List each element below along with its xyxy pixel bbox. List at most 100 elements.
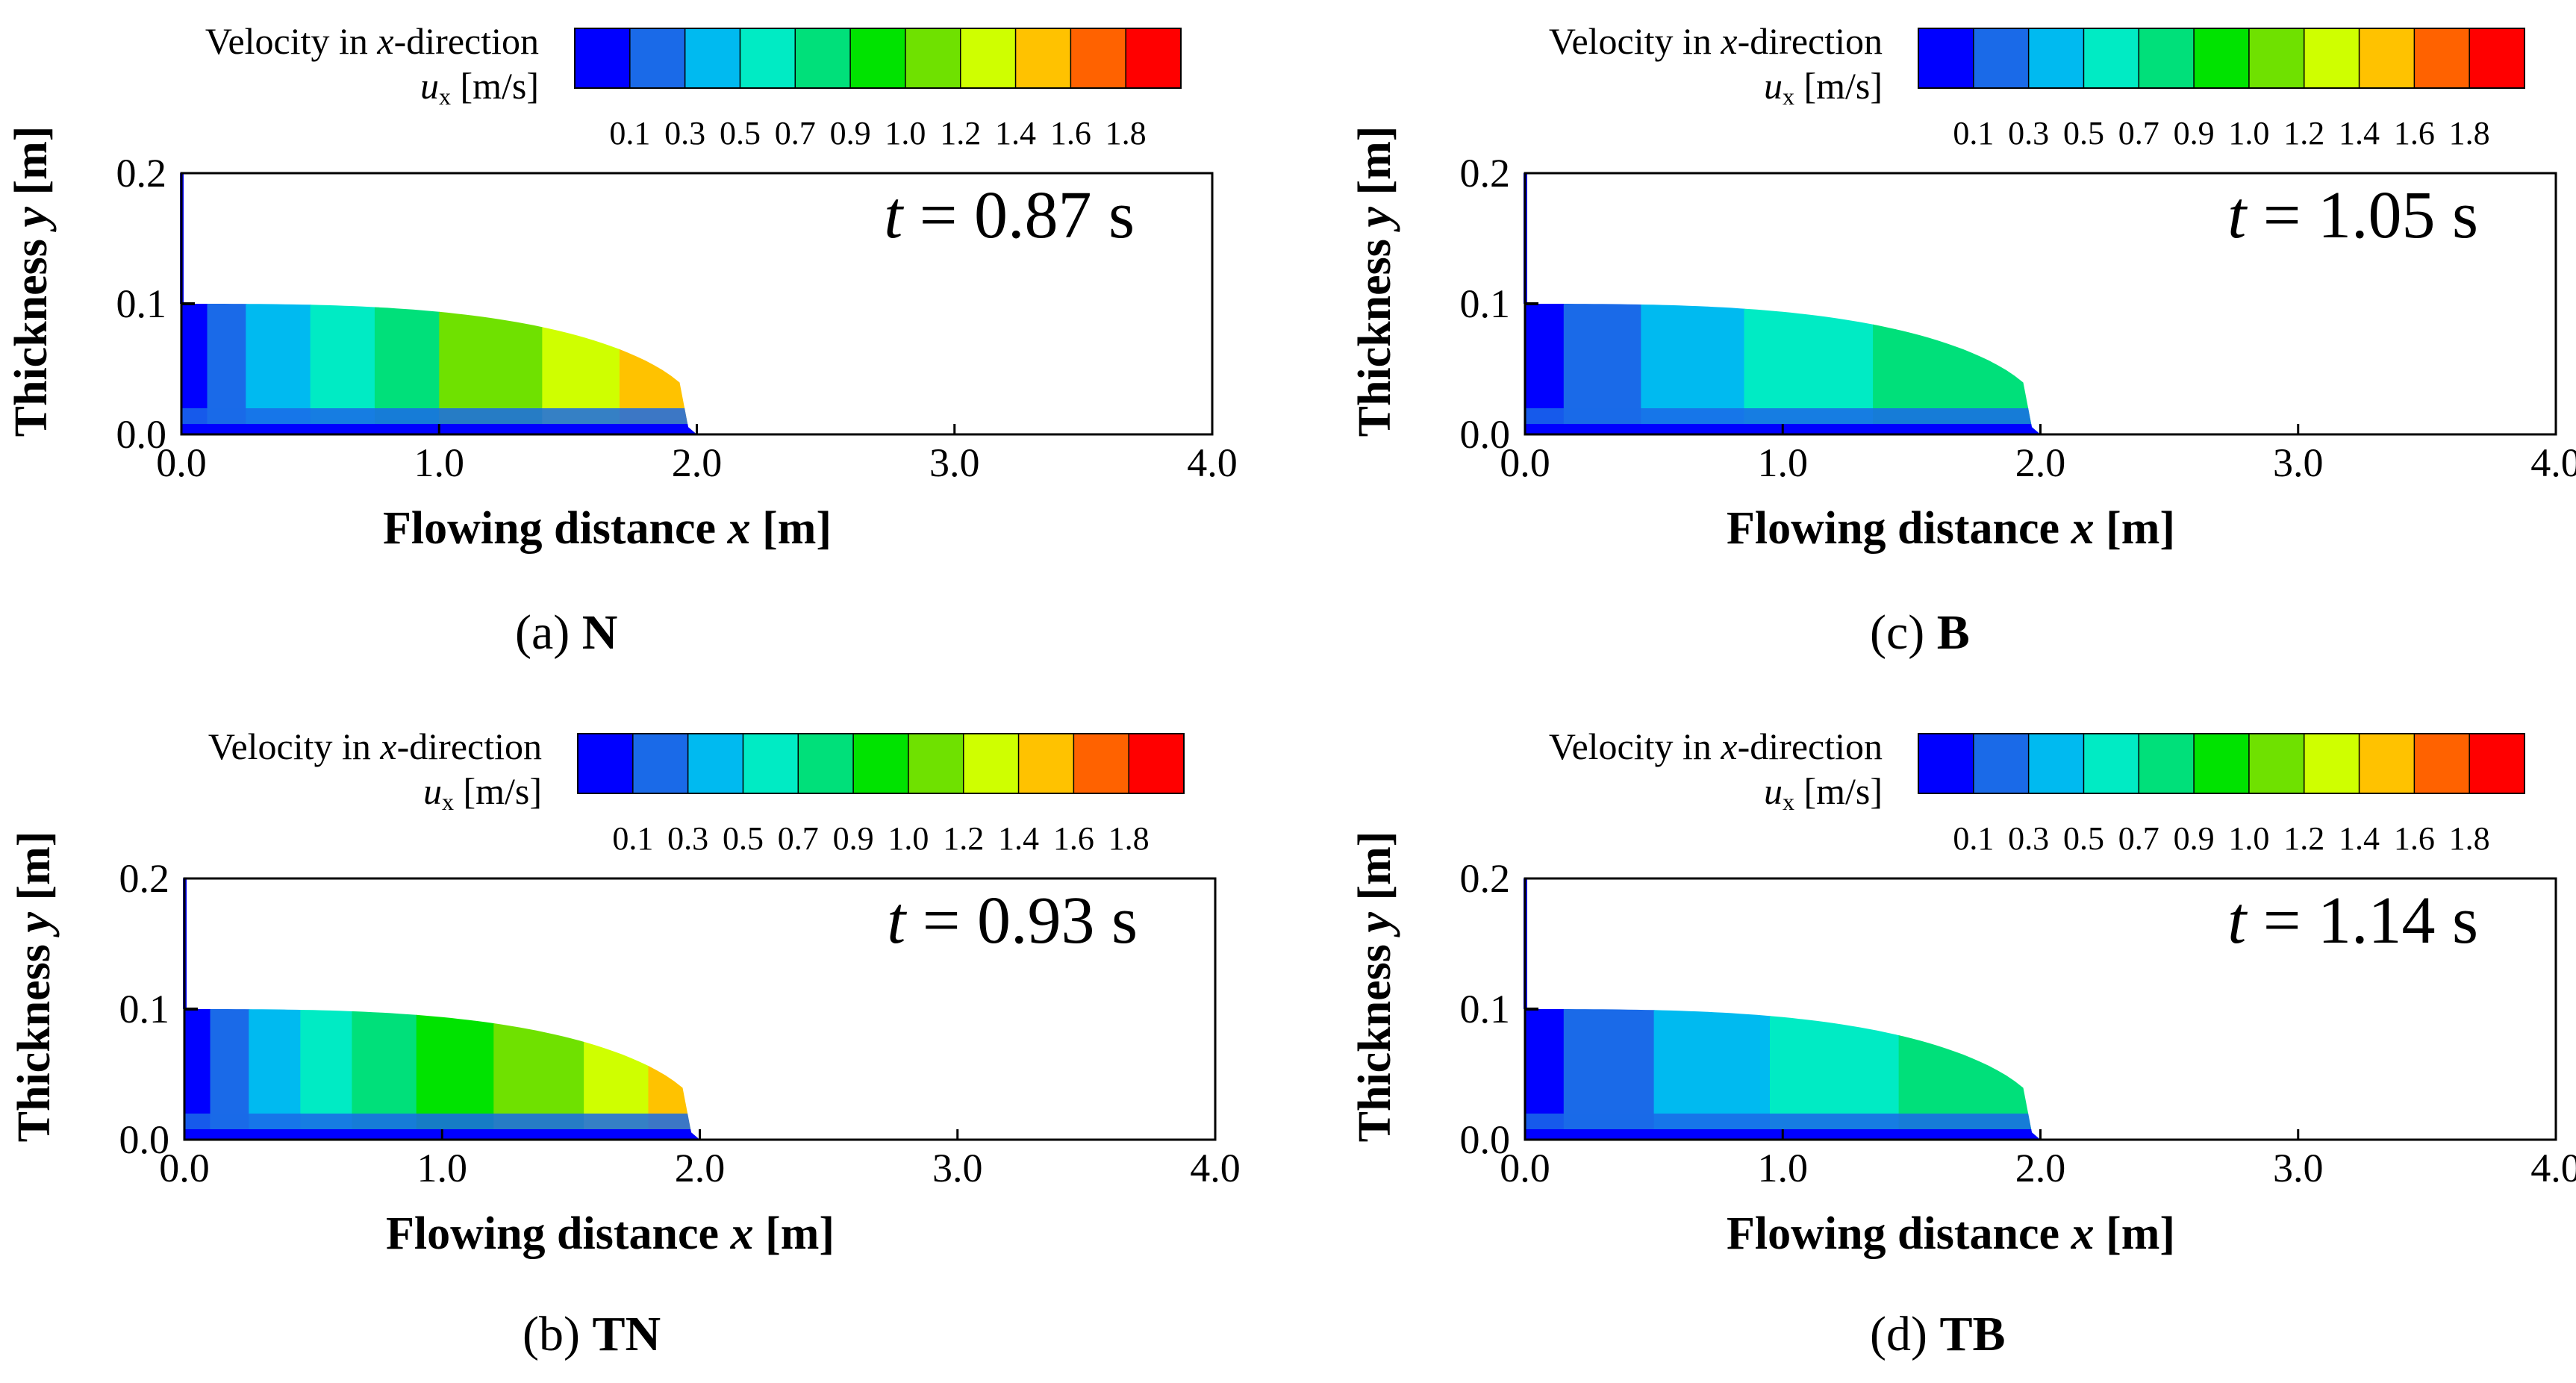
- y-axis-label-unit: [m]: [1350, 831, 1400, 912]
- flow-body: [184, 1009, 700, 1140]
- legend-swatch: [1918, 734, 1974, 793]
- legend-title-text: Velocity in: [1549, 20, 1721, 62]
- legend-unit: ux [m/s]: [423, 770, 542, 815]
- legend-tick-label: 0.1: [1953, 115, 1994, 152]
- legend-title: Velocity in x-direction: [1549, 725, 1883, 767]
- x-tick-label: 2.0: [2015, 1146, 2066, 1190]
- x-tick-label: 0.0: [1500, 1146, 1550, 1190]
- legend-tick-label: 0.1: [1953, 820, 1994, 857]
- legend-unit-sub: x: [1783, 788, 1794, 815]
- legend-title: Velocity in x-direction: [208, 725, 542, 767]
- legend-swatch: [2414, 734, 2470, 793]
- legend-swatch: [2139, 28, 2195, 88]
- x-axis-label-unit: [m]: [754, 1208, 835, 1259]
- legend-unit: ux [m/s]: [1764, 65, 1883, 110]
- time-value: = 0.87 s: [902, 178, 1135, 252]
- y-axis-label-text: Thickness: [9, 933, 60, 1143]
- y-tick-label: 0.0: [116, 412, 167, 457]
- legend-unit: ux [m/s]: [1764, 770, 1883, 815]
- y-tick-label: 0.0: [1460, 1117, 1511, 1162]
- time-value: = 0.93 s: [905, 884, 1138, 958]
- caption-letter: (b): [523, 1307, 580, 1361]
- x-tick-label: 4.0: [1187, 440, 1238, 485]
- y-tick-label: 0.2: [1460, 151, 1511, 196]
- caption-d: (d) TB: [1870, 1306, 2006, 1363]
- x-axis-label: Flowing distance x [m]: [383, 503, 832, 554]
- caption-a: (a) N: [515, 605, 617, 661]
- legend-tick-label: 1.0: [888, 820, 929, 857]
- y-axis-label-text: Thickness: [6, 228, 57, 437]
- legend-frame: [577, 733, 1185, 794]
- legend-swatch: [1973, 28, 2030, 88]
- legend-tick-label: 0.3: [664, 115, 705, 152]
- legend-swatch: [2028, 734, 2084, 793]
- legend-tick-label: 0.9: [2174, 115, 2215, 152]
- legend-tick-label: 1.2: [943, 820, 984, 857]
- legend-swatch: [684, 28, 740, 88]
- caption-name: N: [581, 605, 618, 660]
- x-axis-label: Flowing distance x [m]: [1727, 503, 2175, 554]
- x-axis-label: Flowing distance x [m]: [1727, 1208, 2175, 1259]
- x-axis-label-unit: [m]: [2095, 503, 2175, 554]
- legend-swatch: [2248, 734, 2305, 793]
- y-tick-label: 0.2: [1460, 856, 1511, 901]
- legend-tick-label: 1.2: [2283, 820, 2324, 857]
- time-annotation: t = 0.93 s: [887, 884, 1138, 958]
- legend-tick-label: 1.4: [998, 820, 1039, 857]
- legend-swatch: [1073, 734, 1129, 793]
- legend-tick-label: 0.7: [2118, 820, 2159, 857]
- x-axis-label-text: Flowing distance: [1727, 1208, 2071, 1259]
- x-axis-label-var: x: [730, 1208, 754, 1259]
- legend-tick-label: 0.5: [2063, 820, 2104, 857]
- legend-tick-label: 1.8: [2449, 115, 2490, 152]
- caption-letter: (a): [515, 605, 570, 660]
- x-tick-label: 1.0: [1758, 1146, 1809, 1190]
- legend-tick-label: 0.7: [778, 820, 819, 857]
- y-tick-label: 0.1: [1460, 987, 1511, 1031]
- legend-swatch: [1918, 28, 1974, 88]
- legend-tick-label: 1.8: [1108, 820, 1150, 857]
- time-annotation: t = 1.05 s: [2227, 178, 2478, 252]
- panel-a: 0.1 0.3 0.5 0.7 0.9 1.0 1.2 1.4 1.6 1.8 Velocity i…: [6, 20, 1238, 554]
- y-axis-label: Thickness y [m]: [6, 126, 57, 437]
- legend-title-text: -direction: [397, 725, 542, 767]
- x-tick-label: 1.0: [1758, 440, 1809, 485]
- legend-unit-sub: x: [442, 788, 454, 815]
- legend-title: Velocity in x-direction: [205, 20, 539, 62]
- x-tick-label: 4.0: [2530, 440, 2576, 485]
- legend-tick-label: 0.1: [609, 115, 650, 152]
- x-axis-label-text: Flowing distance: [386, 1208, 731, 1259]
- x-axis-label-text: Flowing distance: [383, 503, 728, 554]
- legend-swatch: [1126, 28, 1182, 88]
- time-var: t: [884, 178, 904, 252]
- y-axis-label-unit: [m]: [6, 126, 57, 207]
- legend-tick-label: 0.9: [2174, 820, 2215, 857]
- legend-swatch: [853, 734, 909, 793]
- x-axis-label-var: x: [727, 503, 751, 554]
- legend-unit-sub: x: [1783, 83, 1794, 110]
- legend-swatch: [2194, 734, 2250, 793]
- legend-tick-label: 1.4: [2339, 820, 2380, 857]
- y-axis-label-text: Thickness: [1350, 228, 1400, 437]
- panel-c: 0.1 0.3 0.5 0.7 0.9 1.0 1.2 1.4 1.6 1.8 Velocity i…: [1350, 20, 2576, 554]
- legend-swatch: [578, 734, 634, 793]
- legend-tick-label: 0.9: [833, 820, 874, 857]
- caption-b: (b) TN: [523, 1306, 661, 1363]
- x-axis-label: Flowing distance x [m]: [386, 1208, 835, 1259]
- flow-body: [1525, 304, 2041, 434]
- y-axis-label: Thickness y [m]: [9, 831, 60, 1143]
- legend-swatch: [2139, 734, 2195, 793]
- y-axis-label-unit: [m]: [9, 831, 60, 912]
- legend-swatch: [2304, 28, 2360, 88]
- legend-swatch: [575, 28, 631, 88]
- legend-swatch: [632, 734, 689, 793]
- x-tick-label: 3.0: [2273, 440, 2324, 485]
- caption-name: TB: [1939, 1307, 2006, 1361]
- caption-name: B: [1936, 605, 1970, 660]
- legend-tick-label: 1.0: [2228, 820, 2269, 857]
- legend-swatch: [1018, 734, 1074, 793]
- time-annotation: t = 1.14 s: [2227, 884, 2478, 958]
- legend-tick-label: 1.2: [2283, 115, 2324, 152]
- caption-letter: (c): [1870, 605, 1925, 660]
